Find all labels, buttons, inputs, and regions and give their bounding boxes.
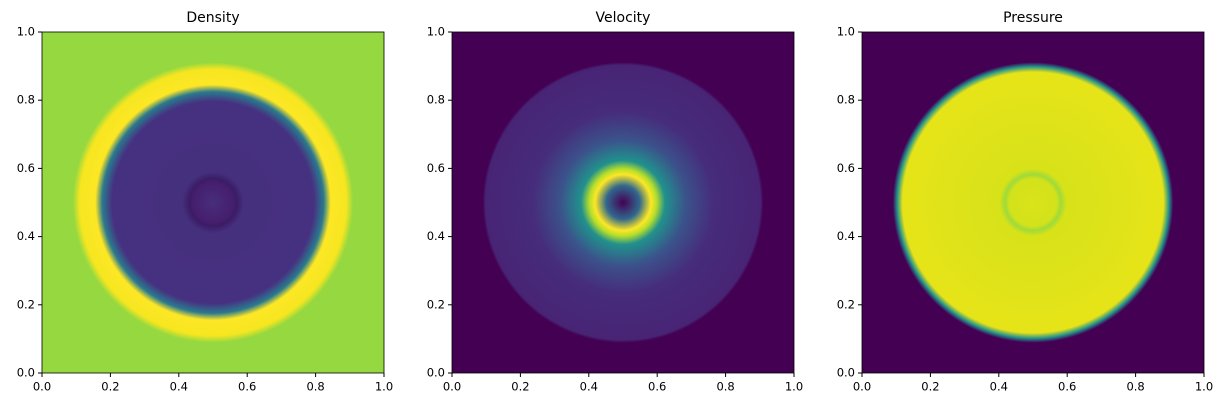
- x-tick-label: 0.6: [1058, 380, 1076, 394]
- y-tick-label: 0.0: [427, 366, 445, 380]
- image-field: [72, 62, 354, 343]
- x-tick-label: 1.0: [375, 380, 393, 394]
- x-tick-label: 0.4: [990, 380, 1008, 394]
- panel-title: Density: [186, 10, 239, 26]
- x-tick-label: 0.8: [716, 380, 734, 394]
- y-tick-label: 0.6: [17, 161, 35, 175]
- axes-frame: [451, 31, 795, 374]
- x-tick-label: 1.0: [785, 380, 803, 394]
- x-tick-label: 0.8: [1126, 380, 1144, 394]
- y-tick-label: 0.8: [17, 93, 35, 107]
- y-tick-label: 0.2: [427, 297, 445, 311]
- y-tick-label: 0.4: [17, 229, 35, 243]
- y-tick-label: 0.4: [427, 229, 445, 243]
- y-tick-label: 1.0: [837, 25, 855, 39]
- y-tick-label: 0.0: [17, 366, 35, 380]
- image-field: [892, 62, 1174, 343]
- x-tick-label: 0.4: [170, 380, 188, 394]
- y-tick-label: 0.0: [837, 366, 855, 380]
- y-tick-label: 0.4: [837, 229, 855, 243]
- y-tick-label: 1.0: [17, 25, 35, 39]
- x-tick-label: 0.8: [306, 380, 324, 394]
- x-tick-label: 0.4: [580, 380, 598, 394]
- axes-frame: [861, 31, 1205, 374]
- y-tick-label: 0.8: [427, 93, 445, 107]
- y-tick-label: 1.0: [427, 25, 445, 39]
- axes-frame: [41, 31, 385, 374]
- x-tick-label: 1.0: [1195, 380, 1213, 394]
- image-field: [482, 62, 764, 343]
- y-tick-label: 0.6: [427, 161, 445, 175]
- y-tick-label: 0.6: [837, 161, 855, 175]
- x-tick-label: 0.0: [33, 380, 51, 394]
- y-tick-label: 0.8: [837, 93, 855, 107]
- y-tick-label: 0.2: [837, 297, 855, 311]
- x-tick-label: 0.2: [921, 380, 939, 394]
- y-tick-label: 0.2: [17, 297, 35, 311]
- panel-title: Velocity: [596, 10, 651, 26]
- panel-title: Pressure: [1003, 10, 1063, 26]
- x-tick-label: 0.6: [648, 380, 666, 394]
- x-tick-label: 0.0: [853, 380, 871, 394]
- x-tick-label: 0.0: [443, 380, 461, 394]
- x-tick-label: 0.2: [511, 380, 529, 394]
- x-tick-label: 0.6: [238, 380, 256, 394]
- x-tick-label: 0.2: [101, 380, 119, 394]
